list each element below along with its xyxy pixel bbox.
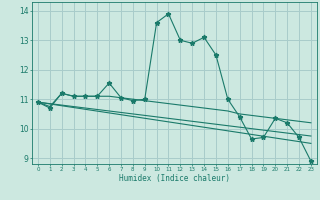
X-axis label: Humidex (Indice chaleur): Humidex (Indice chaleur) [119,174,230,183]
